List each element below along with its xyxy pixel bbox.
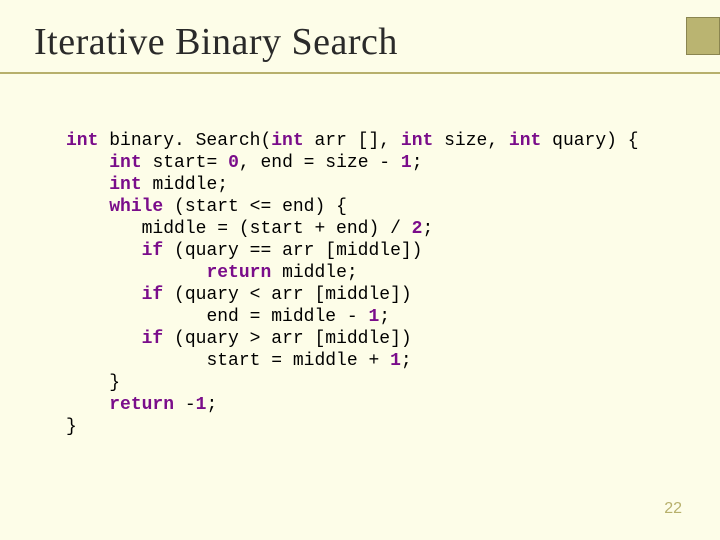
code-keyword: int bbox=[509, 131, 541, 151]
code-text: start= bbox=[152, 153, 228, 173]
code-text: (quary < arr [middle]) bbox=[174, 285, 412, 305]
code-number: 2 bbox=[412, 219, 423, 239]
code-text: (quary > arr [middle]) bbox=[174, 329, 412, 349]
code-line: } bbox=[66, 416, 639, 438]
code-keyword: int bbox=[401, 131, 433, 151]
code-text: start = middle + bbox=[206, 351, 390, 371]
code-number: 0 bbox=[228, 153, 239, 173]
page-number: 22 bbox=[664, 500, 682, 518]
code-keyword: while bbox=[109, 197, 163, 217]
code-keyword: int bbox=[109, 175, 141, 195]
code-text: arr [], bbox=[314, 131, 400, 151]
code-keyword: int bbox=[109, 153, 141, 173]
code-line: if (quary == arr [middle]) bbox=[66, 240, 639, 262]
code-text: ; bbox=[422, 219, 433, 239]
code-text: , end = size - bbox=[239, 153, 401, 173]
code-line: if (quary > arr [middle]) bbox=[66, 328, 639, 350]
code-line: int start= 0, end = size - 1; bbox=[66, 152, 639, 174]
code-line: middle = (start + end) / 2; bbox=[66, 218, 639, 240]
code-block: int binary. Search(int arr [], int size,… bbox=[66, 130, 639, 438]
code-text: middle; bbox=[282, 263, 358, 283]
code-keyword: if bbox=[142, 241, 164, 261]
slide-title: Iterative Binary Search bbox=[34, 20, 398, 64]
code-number: 1 bbox=[368, 307, 379, 327]
code-keyword: return bbox=[206, 263, 271, 283]
code-line: if (quary < arr [middle]) bbox=[66, 284, 639, 306]
code-line: start = middle + 1; bbox=[66, 350, 639, 372]
code-text: middle; bbox=[152, 175, 228, 195]
code-text: } bbox=[66, 417, 77, 437]
code-keyword: if bbox=[142, 329, 164, 349]
code-number: 1 bbox=[196, 395, 207, 415]
code-text: middle = (start + end) / bbox=[142, 219, 412, 239]
code-text: ; bbox=[401, 351, 412, 371]
code-text: binary. Search( bbox=[109, 131, 271, 151]
code-number: 1 bbox=[401, 153, 412, 173]
code-line: while (start <= end) { bbox=[66, 196, 639, 218]
code-text: (start <= end) { bbox=[174, 197, 347, 217]
code-line: end = middle - 1; bbox=[66, 306, 639, 328]
code-line: } bbox=[66, 372, 639, 394]
code-keyword: int bbox=[66, 131, 98, 151]
code-line: int middle; bbox=[66, 174, 639, 196]
code-text: size, bbox=[444, 131, 509, 151]
code-line: return -1; bbox=[66, 394, 639, 416]
code-text: end = middle - bbox=[206, 307, 368, 327]
code-number: 1 bbox=[390, 351, 401, 371]
code-text: ; bbox=[412, 153, 423, 173]
code-text: ; bbox=[379, 307, 390, 327]
code-text: (quary == arr [middle]) bbox=[174, 241, 422, 261]
code-keyword: if bbox=[142, 285, 164, 305]
code-text: quary) { bbox=[552, 131, 638, 151]
code-keyword: int bbox=[271, 131, 303, 151]
code-line: return middle; bbox=[66, 262, 639, 284]
code-line: int binary. Search(int arr [], int size,… bbox=[66, 130, 639, 152]
code-keyword: return bbox=[109, 395, 174, 415]
code-text: } bbox=[109, 373, 120, 393]
code-text: - bbox=[185, 395, 196, 415]
corner-accent-box bbox=[686, 17, 720, 55]
title-underline bbox=[0, 72, 720, 74]
code-text: ; bbox=[206, 395, 217, 415]
